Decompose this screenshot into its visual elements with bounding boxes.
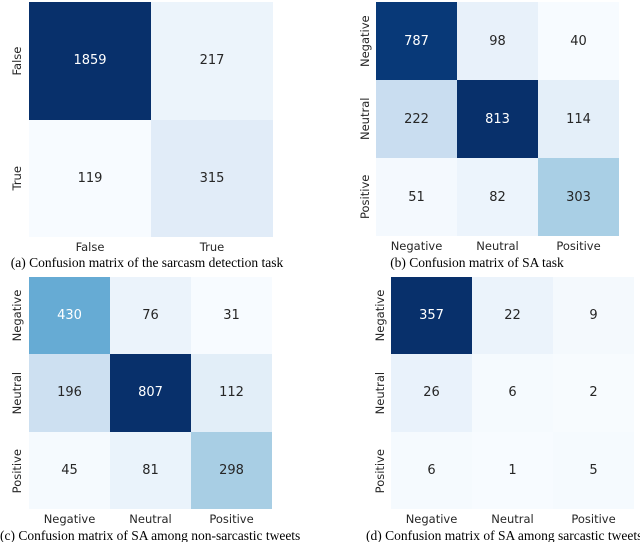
panel-c-x-axis-labels: Negative Neutral Positive <box>29 512 272 527</box>
heatmap-cell-c-r2c1: 81 <box>110 431 191 509</box>
heatmap-cell-b-r2c0: 51 <box>376 158 457 236</box>
heatmap-cell-c-r1c1: 807 <box>110 354 191 432</box>
panel-c-caption: (c) Confusion matrix of SA among non-sar… <box>0 528 301 542</box>
heatmap-cell-c-r1c2: 112 <box>191 354 272 432</box>
heatmap-cell-b-r2c2: 303 <box>538 158 619 236</box>
heatmap-cell-d-r2c2: 5 <box>553 431 634 509</box>
panel-b-y-axis-labels: Negative Neutral Positive <box>354 2 376 236</box>
y-tick-label-b-0: Negative <box>358 15 372 67</box>
x-tick-label-d-0: Negative <box>405 512 458 526</box>
x-tick-label-b-1: Neutral <box>476 239 519 253</box>
y-tick-label-d-2: Positive <box>373 448 387 493</box>
panel-b-heatmap: 787 98 40 222 813 114 51 82 303 <box>376 2 619 236</box>
panel-d-heatmap: 357 22 9 26 6 2 6 1 5 <box>391 277 634 509</box>
heatmap-cell-d-r2c1: 1 <box>472 431 553 509</box>
heatmap-cell-c-r0c1: 76 <box>110 277 191 355</box>
heatmap-cell-b-r2c1: 82 <box>457 158 538 236</box>
heatmap-cell-c-r0c2: 31 <box>191 277 272 355</box>
x-tick-label-b-2: Positive <box>556 239 601 253</box>
x-tick-label-d-1: Neutral <box>491 512 534 526</box>
heatmap-cell-b-r0c1: 98 <box>457 2 538 80</box>
y-tick-label-b-2: Positive <box>358 174 372 220</box>
y-tick-label-c-0: Negative <box>10 289 24 342</box>
heatmap-cell-d-r1c0: 26 <box>391 354 472 432</box>
y-tick-label-b-1: Neutral <box>358 97 372 141</box>
panel-a: False True 1859 217 119 315 False True (a) Co… <box>0 0 320 271</box>
heatmap-cell-d-r0c0: 357 <box>391 277 472 355</box>
heatmap-cell-b-r0c0: 787 <box>376 2 457 80</box>
heatmap-cell-d-r1c1: 6 <box>472 354 553 432</box>
panel-a-heatmap: 1859 217 119 315 <box>29 2 273 237</box>
y-tick-label-a-0: False <box>10 46 24 76</box>
panel-c-heatmap: 430 76 31 196 807 112 45 81 298 <box>29 277 272 509</box>
heatmap-cell-a-r1c0: 119 <box>29 119 151 237</box>
y-tick-label-c-2: Positive <box>10 448 24 493</box>
x-tick-label-c-0: Negative <box>43 512 96 526</box>
heatmap-cell-d-r0c1: 22 <box>472 277 553 355</box>
heatmap-cell-b-r1c0: 222 <box>376 80 457 158</box>
panel-c-y-axis-labels: Negative Neutral Positive <box>6 277 28 509</box>
heatmap-cell-a-r1c1: 315 <box>151 119 273 237</box>
panel-d-x-axis-labels: Negative Neutral Positive <box>391 512 634 527</box>
panel-a-x-axis-labels: False True <box>29 240 273 255</box>
panel-d-y-axis-labels: Negative Neutral Positive <box>369 277 391 509</box>
heatmap-cell-a-r0c0: 1859 <box>29 2 151 120</box>
x-tick-label-d-2: Positive <box>571 512 616 526</box>
heatmap-cell-b-r0c2: 40 <box>538 2 619 80</box>
heatmap-cell-d-r2c0: 6 <box>391 431 472 509</box>
heatmap-cell-d-r0c2: 9 <box>553 277 634 355</box>
heatmap-cell-c-r0c0: 430 <box>29 277 110 355</box>
x-tick-label-b-0: Negative <box>390 239 443 253</box>
heatmap-cell-b-r1c2: 114 <box>538 80 619 158</box>
heatmap-cell-c-r1c0: 196 <box>29 354 110 432</box>
heatmap-cell-c-r2c0: 45 <box>29 431 110 509</box>
y-tick-label-d-0: Negative <box>373 289 387 342</box>
x-tick-label-c-2: Positive <box>209 512 254 526</box>
panel-d-caption: (d) Confusion matrix of SA among sarcast… <box>366 528 640 542</box>
y-tick-label-c-1: Neutral <box>10 371 24 415</box>
y-tick-label-d-1: Neutral <box>373 371 387 415</box>
y-tick-label-a-1: True <box>10 166 24 191</box>
x-tick-label-c-1: Neutral <box>129 512 172 526</box>
panel-b-x-axis-labels: Negative Neutral Positive <box>376 239 619 254</box>
panel-b: Negative Neutral Positive 787 98 40 222 813 114… <box>320 0 640 271</box>
x-tick-label-a-1: True <box>199 240 225 254</box>
panel-a-y-axis-labels: False True <box>6 2 28 237</box>
panel-a-caption: (a) Confusion matrix of the sarcasm dete… <box>10 255 284 270</box>
panel-c: Negative Neutral Positive 430 76 31 196 807 112… <box>0 271 320 542</box>
panel-b-caption: (b) Confusion matrix of SA task <box>390 255 564 270</box>
heatmap-cell-c-r2c2: 298 <box>191 431 272 509</box>
heatmap-cell-b-r1c1: 813 <box>457 80 538 158</box>
panel-d: Negative Neutral Positive 357 22 9 26 6 2 6 1 5 Ne… <box>320 271 640 542</box>
heatmap-cell-d-r1c2: 2 <box>553 354 634 432</box>
heatmap-cell-a-r0c1: 217 <box>151 2 273 120</box>
x-tick-label-a-0: False <box>75 240 105 254</box>
